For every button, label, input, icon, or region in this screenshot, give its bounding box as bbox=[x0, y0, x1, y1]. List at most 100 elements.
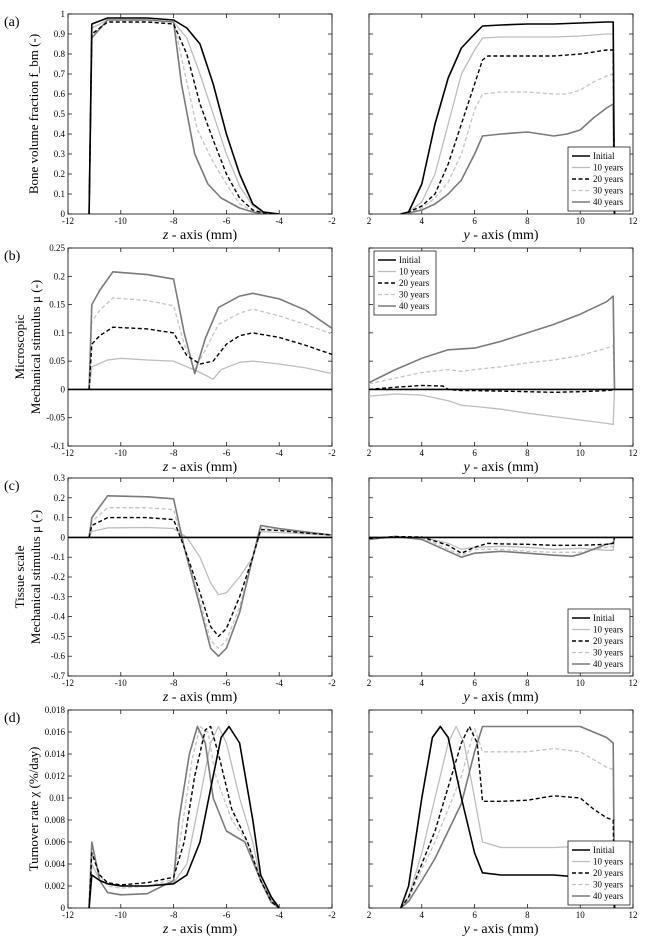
series-line-initial bbox=[88, 17, 280, 214]
legend-label: 40 years bbox=[399, 301, 430, 311]
series-line-y20 bbox=[88, 516, 332, 638]
x-tick-label: 4 bbox=[420, 678, 425, 688]
series-line-y20 bbox=[400, 725, 616, 908]
y-tick-label: -0.7 bbox=[51, 671, 66, 681]
x-tick-label: -10 bbox=[115, 448, 127, 458]
x-tick-label: 8 bbox=[525, 910, 530, 920]
legend-label: 20 years bbox=[593, 868, 624, 878]
series-line-y20 bbox=[88, 725, 280, 908]
legend-label: Initial bbox=[593, 613, 615, 623]
y-axis-label: Bone volume fraction f_bm (-) bbox=[26, 34, 41, 194]
x-axis-label: y - axis (mm) bbox=[461, 228, 538, 243]
x-tick-label: -2 bbox=[328, 910, 336, 920]
x-axis-label: z - axis (mm) bbox=[162, 228, 238, 243]
series-line-y30 bbox=[369, 345, 616, 390]
y-tick-label: -0.4 bbox=[51, 612, 66, 622]
x-tick-label: -8 bbox=[170, 216, 178, 226]
legend-box bbox=[373, 250, 437, 316]
y-tick-label: 0.3 bbox=[54, 149, 66, 159]
x-tick-label: -10 bbox=[115, 678, 127, 688]
series-line-initial bbox=[88, 725, 280, 908]
legend-label: 30 years bbox=[593, 880, 624, 890]
x-tick-label: -6 bbox=[223, 216, 231, 226]
legend-label: 40 years bbox=[593, 891, 624, 901]
y-tick-label: -0.3 bbox=[51, 592, 66, 602]
y-tick-label: 0.2 bbox=[54, 493, 65, 503]
series-line-y40 bbox=[400, 725, 616, 908]
y-tick-label: 0.6 bbox=[54, 89, 66, 99]
x-tick-label: 2 bbox=[367, 216, 372, 226]
series-line-y20 bbox=[369, 384, 615, 393]
y-tick-label: 0.012 bbox=[45, 771, 65, 781]
series-line-initial bbox=[400, 21, 616, 214]
y-tick-label: 1 bbox=[61, 9, 66, 19]
y-tick-label: 0.004 bbox=[45, 859, 66, 869]
x-tick-label: 10 bbox=[576, 216, 586, 226]
y-tick-label: 0.05 bbox=[49, 356, 65, 366]
x-tick-label: 12 bbox=[629, 216, 638, 226]
x-tick-label: 8 bbox=[525, 216, 530, 226]
series-line-y20 bbox=[88, 21, 280, 214]
x-tick-label: -4 bbox=[275, 678, 283, 688]
axes-frame bbox=[368, 709, 634, 909]
axes-frame bbox=[368, 247, 634, 447]
y-tick-label: 0.018 bbox=[45, 705, 66, 715]
x-tick-label: -2 bbox=[328, 216, 336, 226]
chart-a-left: -12 -10 -8 -6 -4 -2 0 0.1 0.2 0.3 0.4 0.5 0.6 0.7 0.8 0… bbox=[4, 9, 336, 243]
x-tick-label: -6 bbox=[223, 678, 231, 688]
series-line-y40 bbox=[400, 103, 616, 214]
legend-label: 10 years bbox=[593, 625, 624, 635]
x-tick-label: 4 bbox=[420, 910, 425, 920]
legend-label: 20 years bbox=[593, 174, 624, 184]
x-tick-label: -10 bbox=[115, 910, 127, 920]
series-line-y30 bbox=[400, 728, 616, 908]
chart-b-left: -12 -10 -8 -6 -4 -2 -0.1 -0.05 0 0.05 0.1 0.15 0.2 0.… bbox=[4, 243, 336, 475]
panel-label: (b) bbox=[4, 249, 21, 264]
y-tick-label: 0.002 bbox=[45, 881, 65, 891]
x-tick-label: -12 bbox=[62, 448, 74, 458]
y-axis-label: Turnover rate χ (%/day) bbox=[26, 747, 41, 872]
legend-label: 10 years bbox=[593, 163, 624, 173]
x-tick-label: -8 bbox=[170, 448, 178, 458]
legend-label: 10 years bbox=[593, 857, 624, 867]
x-axis-label: y - axis (mm) bbox=[461, 690, 538, 705]
x-axis-label: z - axis (mm) bbox=[162, 460, 238, 475]
series-line-y40 bbox=[88, 19, 280, 214]
chart-c-left: -12 -10 -8 -6 -4 -2 -0.7 -0.6 -0.5 -0.4 -0.3 -0.2 -0… bbox=[4, 473, 336, 705]
y-axis-label: Mechanical stimulus μ (-) bbox=[28, 280, 43, 414]
y-tick-label: -0.05 bbox=[46, 413, 65, 423]
y-tick-label: 0.006 bbox=[45, 837, 66, 847]
x-tick-label: 6 bbox=[472, 448, 477, 458]
x-tick-label: 10 bbox=[576, 910, 586, 920]
y-tick-label: 0.8 bbox=[54, 49, 66, 59]
y-tick-label: 0 bbox=[61, 384, 66, 394]
x-tick-label: 12 bbox=[629, 910, 638, 920]
series-line-y40 bbox=[88, 270, 332, 390]
y-axis-label-line1: Tissue scale bbox=[12, 545, 27, 608]
x-tick-label: -6 bbox=[223, 910, 231, 920]
x-tick-label: -8 bbox=[170, 910, 178, 920]
y-tick-label: 0.1 bbox=[54, 328, 65, 338]
series-line-y20 bbox=[88, 326, 332, 390]
y-tick-label: 0.15 bbox=[49, 300, 65, 310]
x-tick-label: 4 bbox=[420, 448, 425, 458]
x-tick-label: 12 bbox=[629, 678, 638, 688]
series-line-y20 bbox=[400, 49, 616, 214]
x-tick-label: 8 bbox=[525, 448, 530, 458]
y-tick-label: 0.9 bbox=[54, 29, 66, 39]
y-tick-label: 0.1 bbox=[54, 513, 65, 523]
series-line-y20 bbox=[369, 535, 616, 554]
y-tick-label: 0 bbox=[61, 209, 66, 219]
x-tick-label: -10 bbox=[115, 216, 127, 226]
y-tick-label: -0.5 bbox=[51, 631, 66, 641]
legend-box bbox=[567, 608, 631, 674]
y-tick-label: -0.6 bbox=[51, 651, 66, 661]
x-axis-label: z - axis (mm) bbox=[162, 922, 238, 937]
x-tick-label: 2 bbox=[367, 448, 372, 458]
y-tick-label: 0.016 bbox=[45, 727, 66, 737]
